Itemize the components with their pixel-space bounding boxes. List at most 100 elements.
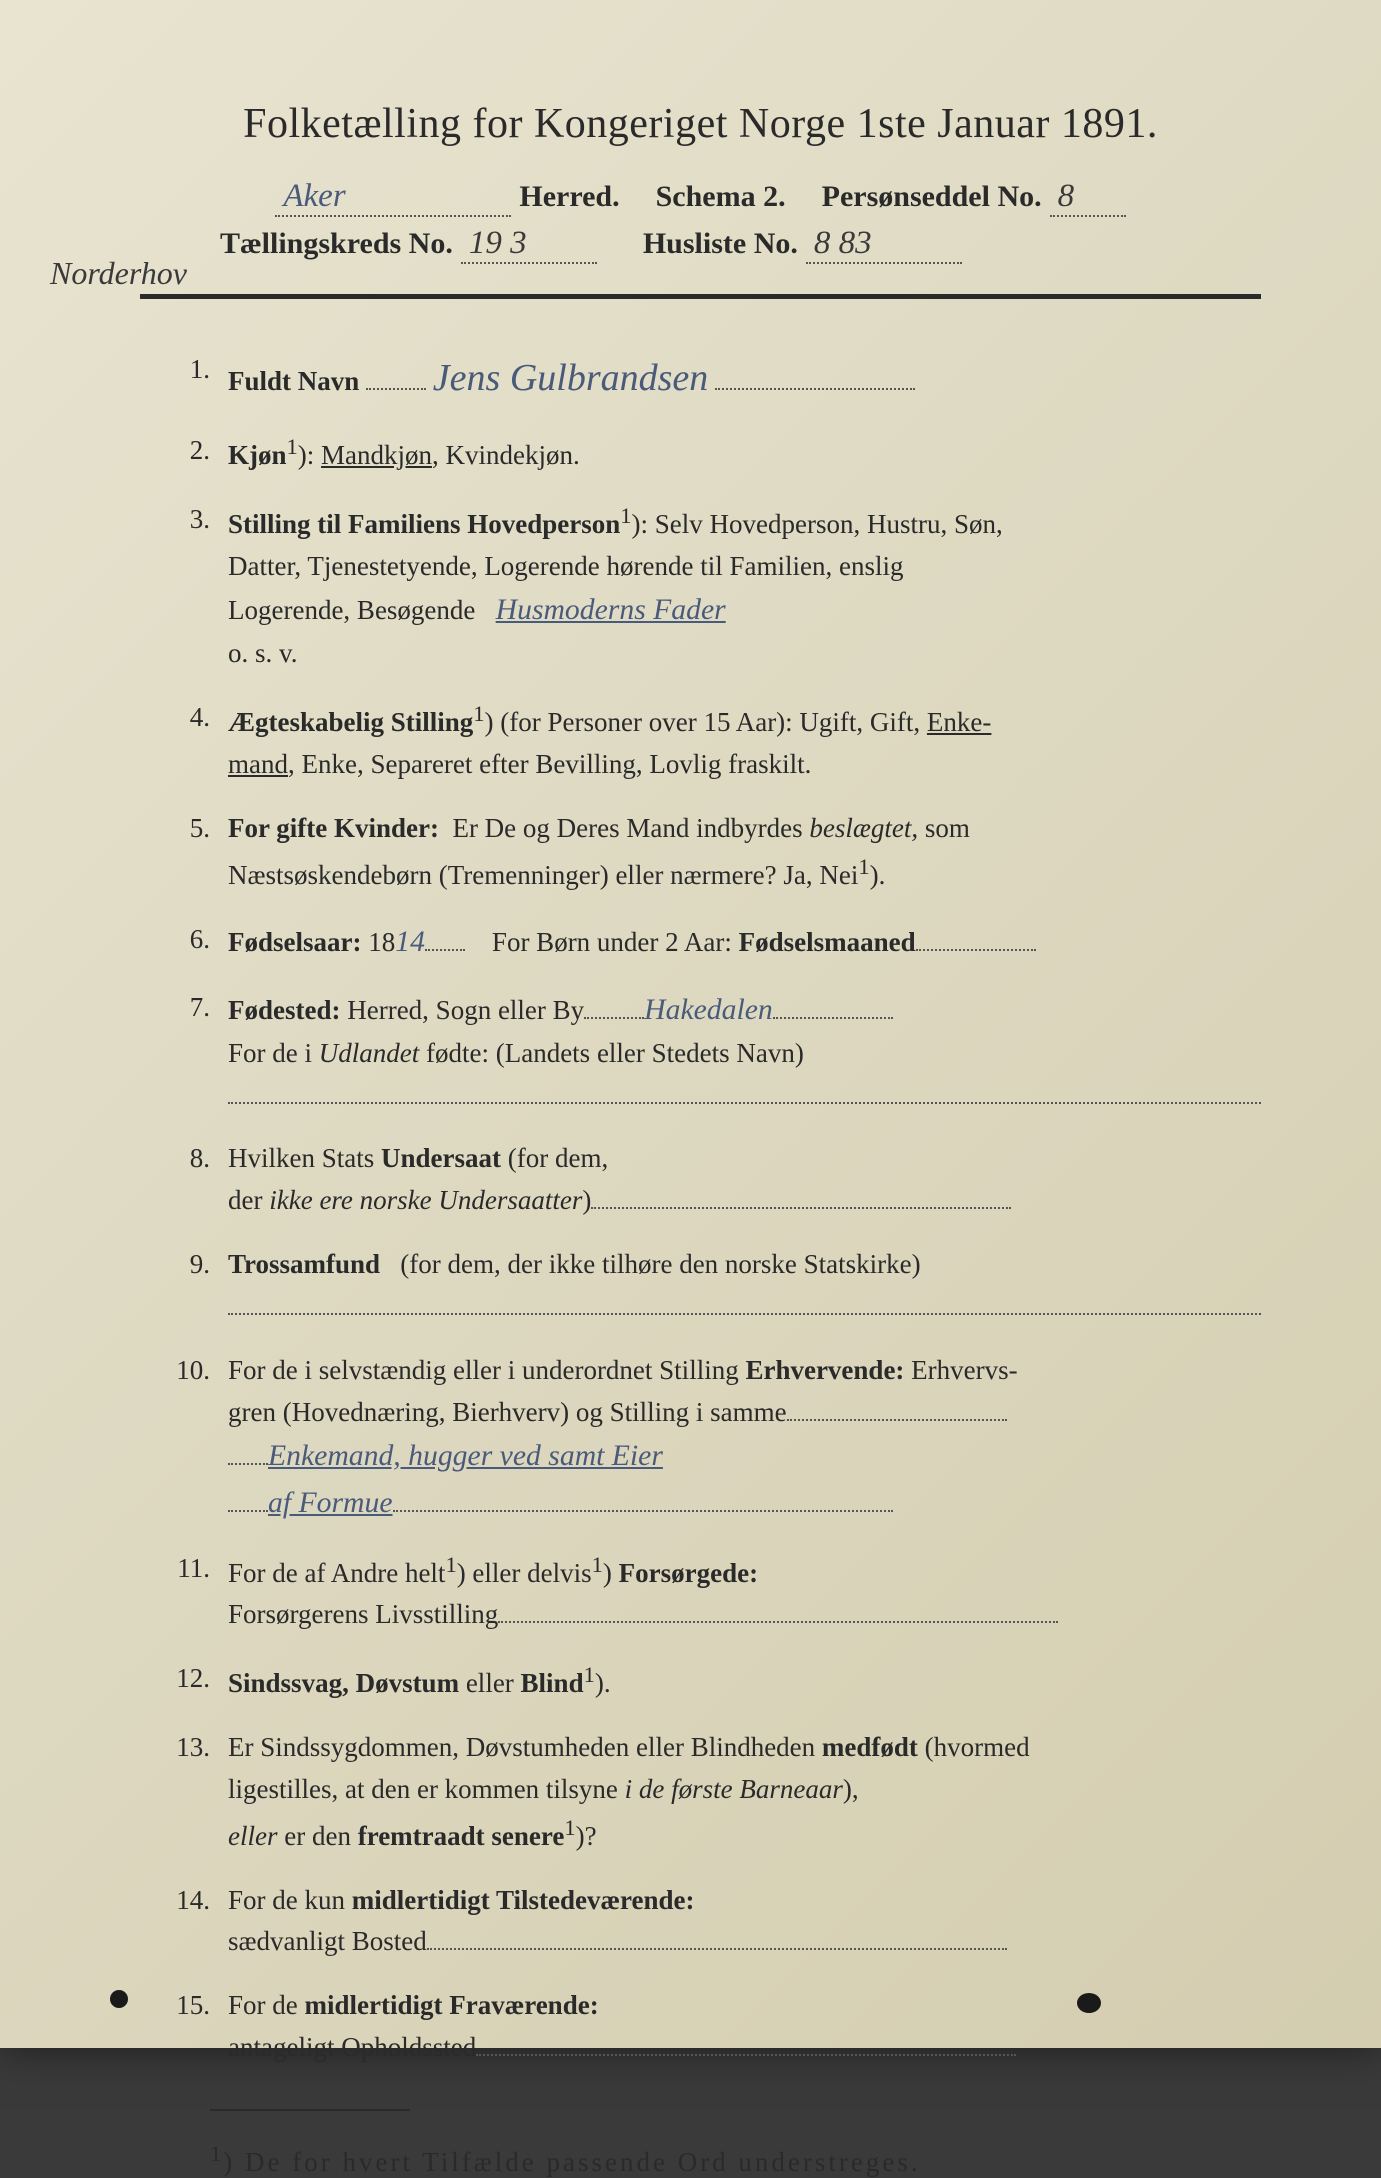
label: Fødselsaar: <box>228 927 361 957</box>
t2: ). <box>595 1668 611 1698</box>
t6: )? <box>576 1821 597 1851</box>
label: Trossamfund <box>228 1249 380 1279</box>
item-body: Trossamfund (for dem, der ikke tilhøre d… <box>228 1244 1261 1328</box>
item-body: Stilling til Familiens Hovedperson1): Se… <box>228 499 1261 676</box>
t4: o. s. v. <box>228 638 298 668</box>
s1: 1 <box>445 1552 456 1577</box>
margin-handwritten-note: Norderhov <box>50 255 187 292</box>
schema-label: Schema 2. <box>656 180 786 214</box>
census-form-page: Norderhov Folketælling for Kongeriget No… <box>0 0 1381 2048</box>
item-body: Sindssvag, Døvstum eller Blind1). <box>228 1658 1261 1705</box>
t4: ). <box>870 860 886 890</box>
t2: For de i <box>228 1038 319 1068</box>
divider-rule <box>140 294 1261 299</box>
sup: 1 <box>473 701 484 726</box>
t4: ) <box>582 1185 591 1215</box>
hw: Husmoderns Fader <box>496 594 726 626</box>
label: Fødested: <box>228 995 340 1025</box>
item-8: 8. Hvilken Stats Undersaat (for dem, der… <box>140 1138 1261 1222</box>
fullname-value: Jens Gulbrandsen <box>433 357 708 399</box>
item-num: 4. <box>140 697 228 786</box>
t1: ): Selv Hovedperson, Hustru, Søn, <box>632 509 1003 539</box>
t3: Næstsøskendebørn (Tremenninger) eller næ… <box>228 860 858 890</box>
item-5: 5. For gifte Kvinder: Er De og Deres Man… <box>140 808 1261 897</box>
item-7: 7. Fødested: Herred, Sogn eller ByHakeda… <box>140 987 1261 1117</box>
item-body: Er Sindssygdommen, Døvstumheden eller Bl… <box>228 1727 1261 1858</box>
item-num: 6. <box>140 919 228 965</box>
t1: eller <box>459 1668 520 1698</box>
item-num: 2. <box>140 430 228 477</box>
t3: der <box>228 1185 269 1215</box>
footnote: 1) De for hvert Tilfælde passende Ord un… <box>140 2141 1261 2178</box>
label: Stilling til Familiens Hovedperson <box>228 509 620 539</box>
sup: 1 <box>287 434 298 459</box>
item-body: Ægteskabelig Stilling1) (for Personer ov… <box>228 697 1261 786</box>
personseddel-no: 8 <box>1050 178 1126 217</box>
husliste-label: Husliste No. <box>643 227 798 261</box>
item-9: 9. Trossamfund (for dem, der ikke tilhør… <box>140 1244 1261 1328</box>
label: Sindssvag, Døvstum <box>228 1668 459 1698</box>
t3: Logerende, Besøgende <box>228 595 475 625</box>
t2: ) eller delvis <box>457 1558 592 1588</box>
item-body: For de af Andre helt1) eller delvis1) Fo… <box>228 1548 1261 1637</box>
t4: ), <box>843 1774 859 1804</box>
yp: 18 <box>368 927 395 957</box>
sup: 1 <box>564 1815 575 1840</box>
sup: 1 <box>584 1662 595 1687</box>
i1: beslægtet, <box>809 813 918 843</box>
t2: (for dem, <box>501 1143 608 1173</box>
t1: Er De og Deres Mand indbyrdes <box>452 813 809 843</box>
tk-no: 19 3 <box>461 225 597 264</box>
item-2: 2. Kjøn1): Mandkjøn, Kvindekjøn. <box>140 430 1261 477</box>
item-body: For gifte Kvinder: Er De og Deres Mand i… <box>228 808 1261 897</box>
t1: (for dem, der ikke tilhøre den norske St… <box>400 1249 920 1279</box>
herred-label: Herred. <box>519 180 619 214</box>
t1: For de kun <box>228 1885 352 1915</box>
item-4: 4. Ægteskabelig Stilling1) (for Personer… <box>140 697 1261 786</box>
inkblot-icon <box>110 1990 128 2008</box>
herred-value: Aker <box>275 178 511 217</box>
personseddel-label: Persønseddel No. <box>822 180 1042 214</box>
t2: Erhvervs- <box>904 1355 1017 1385</box>
item-num: 7. <box>140 987 228 1117</box>
t2: (hvormed <box>918 1732 1030 1762</box>
fn-text: ) De for hvert Tilfælde passende Ord und… <box>223 2147 920 2177</box>
item-num: 11. <box>140 1548 228 1637</box>
u1: Enke- <box>927 707 991 737</box>
item-num: 5. <box>140 808 228 897</box>
t5: er den <box>277 1821 357 1851</box>
b1: Undersaat <box>381 1143 501 1173</box>
item-num: 14. <box>140 1880 228 1964</box>
hw: Hakedalen <box>644 994 773 1026</box>
label: Kjøn <box>228 440 287 470</box>
item-body: For de kun midlertidigt Tilstedeværende:… <box>228 1880 1261 1964</box>
item-num: 10. <box>140 1350 228 1526</box>
label: Fuldt Navn <box>228 366 359 396</box>
t3: ligestilles, at den er kommen tilsyne <box>228 1774 625 1804</box>
item-body: Hvilken Stats Undersaat (for dem, der ik… <box>228 1138 1261 1222</box>
t1: ) (for Personer over 15 Aar): Ugift, Gif… <box>485 707 927 737</box>
inkblot-icon <box>1077 1993 1101 2013</box>
b1: Erhvervende: <box>745 1355 904 1385</box>
item-1: 1. Fuldt Navn Jens Gulbrandsen <box>140 349 1261 408</box>
label: Ægteskabelig Stilling <box>228 707 473 737</box>
item-10: 10. For de i selvstændig eller i underor… <box>140 1350 1261 1526</box>
footnote-rule <box>210 2109 410 2111</box>
item-num: 1. <box>140 349 228 408</box>
label: For gifte Kvinder: <box>228 813 439 843</box>
b1: Forsørgede: <box>619 1558 758 1588</box>
hw2: af Formue <box>268 1487 393 1519</box>
sup: 1 <box>620 503 631 528</box>
hw1: Enkemand, hugger ved samt Eier <box>268 1440 663 1472</box>
b2: fremtraadt senere <box>358 1821 565 1851</box>
underlined: Mandkjøn <box>321 440 432 470</box>
husliste-no: 8 83 <box>806 225 962 264</box>
t3: , Enke, Separeret efter Bevilling, Lovli… <box>288 749 811 779</box>
form-title: Folketælling for Kongeriget Norge 1ste J… <box>140 100 1261 148</box>
t2: sædvanligt Bosted <box>228 1926 427 1956</box>
item-body: For de i selvstændig eller i underordnet… <box>228 1350 1261 1526</box>
l2: Fødselsmaaned <box>739 927 916 957</box>
item-14: 14. For de kun midlertidigt Tilstedevære… <box>140 1880 1261 1964</box>
t1: For de <box>228 1990 305 2020</box>
t2: antageligt Opholdssted <box>228 2032 476 2062</box>
